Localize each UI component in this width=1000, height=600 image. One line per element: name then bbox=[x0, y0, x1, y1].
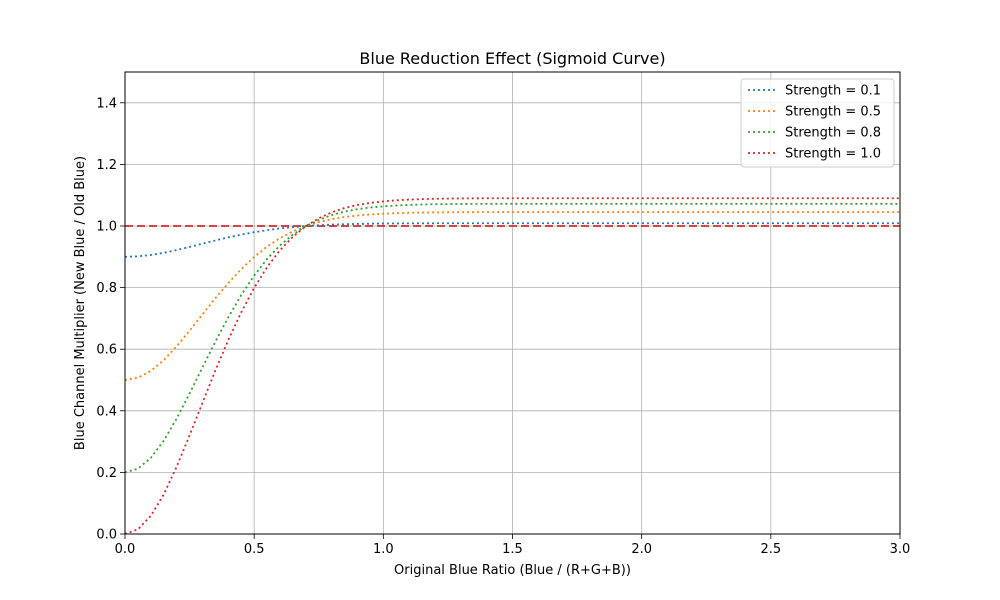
y-axis-ticks: 0.0 0.2 0.4 0.6 0.8 1.0 1.2 1.4 bbox=[96, 96, 125, 543]
series-layer bbox=[125, 197, 900, 534]
legend-label: Strength = 1.0 bbox=[785, 147, 881, 162]
legend-label: Strength = 0.8 bbox=[785, 126, 881, 141]
x-axis-label: Original Blue Ratio (Blue / (R+G+B)) bbox=[394, 563, 631, 578]
x-tick-label: 0.5 bbox=[244, 542, 265, 557]
y-tick-label: 0.6 bbox=[96, 343, 117, 358]
x-axis-ticks: 0.0 0.5 1.0 1.5 2.0 2.5 3.0 bbox=[115, 534, 911, 557]
legend-item: Strength = 0.8 bbox=[748, 126, 881, 141]
legend-item: Strength = 1.0 bbox=[748, 147, 881, 162]
legend-item: Strength = 0.1 bbox=[748, 84, 881, 99]
x-tick-label: 3.0 bbox=[890, 542, 911, 557]
x-tick-label: 0.0 bbox=[115, 542, 136, 557]
series-line-2 bbox=[125, 211, 900, 381]
x-tick-label: 1.0 bbox=[373, 542, 394, 557]
x-tick-label: 2.5 bbox=[760, 542, 781, 557]
series-line-1 bbox=[125, 222, 900, 258]
y-tick-label: 0.0 bbox=[96, 528, 117, 543]
x-tick-label: 2.0 bbox=[631, 542, 652, 557]
x-tick-label: 1.5 bbox=[502, 542, 523, 557]
y-tick-label: 0.4 bbox=[96, 404, 117, 419]
chart-title: Blue Reduction Effect (Sigmoid Curve) bbox=[359, 49, 665, 68]
series-line-4 bbox=[125, 197, 900, 534]
legend-box bbox=[740, 78, 895, 168]
legend: Strength = 0.1 Strength = 0.5 Strength = 0… bbox=[740, 78, 895, 168]
series-line-3 bbox=[125, 202, 900, 474]
y-axis-label: Blue Channel Multiplier (New Blue / Old … bbox=[73, 156, 88, 450]
legend-item: Strength = 0.5 bbox=[748, 105, 881, 120]
legend-label: Strength = 0.5 bbox=[785, 105, 881, 120]
legend-label: Strength = 0.1 bbox=[785, 84, 881, 99]
y-tick-label: 1.4 bbox=[96, 96, 117, 111]
y-tick-label: 0.8 bbox=[96, 281, 117, 296]
y-tick-label: 0.2 bbox=[96, 466, 117, 481]
y-tick-label: 1.2 bbox=[96, 158, 117, 173]
y-tick-label: 1.0 bbox=[96, 220, 117, 235]
